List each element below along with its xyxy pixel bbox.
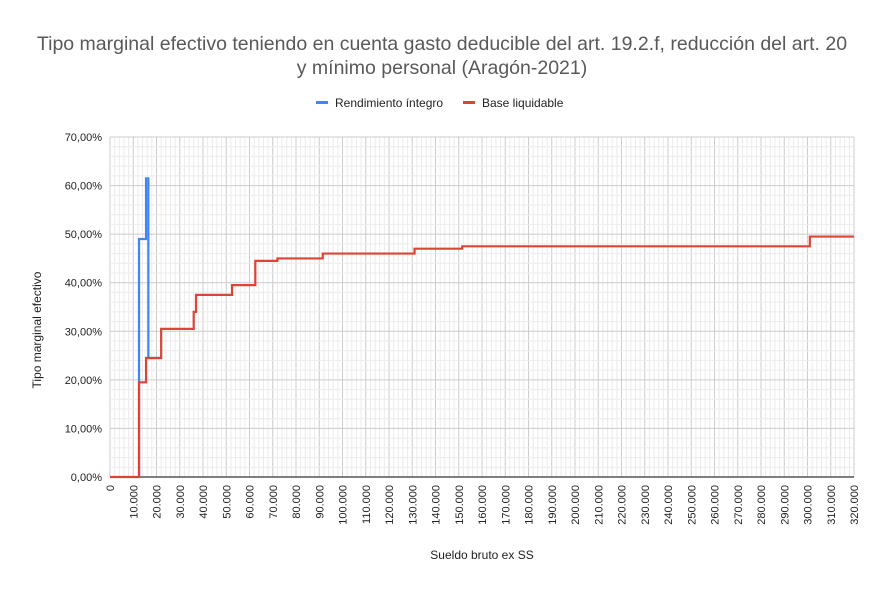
x-tick-label: 180.000 — [524, 485, 536, 525]
x-tick-label: 190.000 — [547, 485, 559, 525]
x-tick-label: 230.000 — [640, 485, 652, 525]
x-tick-label: 170.000 — [500, 485, 512, 525]
grid — [109, 136, 855, 478]
y-tick-label: 40,00% — [65, 278, 103, 290]
x-tick-label: 200.000 — [570, 485, 582, 525]
y-tick-label: 50,00% — [65, 229, 103, 241]
x-tick-label: 10.000 — [128, 485, 140, 519]
y-tick-label: 20,00% — [65, 375, 103, 387]
x-tick-label: 100.000 — [338, 485, 350, 525]
y-tick-label: 70,00% — [65, 132, 103, 144]
series-layer — [110, 177, 854, 479]
x-tick-label: 220.000 — [617, 485, 629, 525]
x-tick-label: 300.000 — [803, 485, 815, 525]
y-tick-label: 30,00% — [65, 326, 103, 338]
x-tick-label: 70.000 — [268, 485, 280, 519]
legend-swatch-base — [463, 101, 475, 104]
x-tick-label: 50.000 — [221, 485, 233, 519]
x-tick-label: 120.000 — [384, 485, 396, 525]
x-tick-label: 20.000 — [152, 485, 164, 519]
legend-label-base: Base liquidable — [482, 96, 564, 110]
x-axis-title: Sueldo bruto ex SS — [430, 548, 533, 562]
x-tick-label: 250.000 — [686, 485, 698, 525]
x-tick-label: 210.000 — [593, 485, 605, 525]
x-tick-label: 290.000 — [779, 485, 791, 525]
x-tick-label: 280.000 — [756, 485, 768, 525]
legend-swatch-rendimiento — [316, 101, 328, 104]
x-tick-label: 130.000 — [407, 485, 419, 525]
y-tick-label: 60,00% — [65, 181, 103, 193]
x-tick-label: 110.000 — [361, 485, 373, 524]
x-tick-label: 90.000 — [314, 485, 326, 519]
chart-title-line-1: Tipo marginal efectivo teniendo en cuent… — [36, 33, 848, 55]
x-tick-label: 320.000 — [849, 485, 861, 525]
axes: 0,00% 10,00% 20,00% 30,00% 40,00% 50,00% 60,00… — [65, 132, 861, 525]
x-tick-label: 150.000 — [454, 485, 466, 525]
x-tick-label: 310.000 — [826, 485, 838, 525]
x-tick-label: 40.000 — [198, 485, 210, 519]
x-tick-label: 80.000 — [291, 485, 303, 519]
x-tick-label: 270.000 — [733, 485, 745, 525]
chart-title-line-2: y mínimo personal (Aragón-2021) — [296, 57, 588, 79]
legend-label-rendimiento: Rendimiento íntegro — [335, 96, 443, 110]
y-tick-label: 10,00% — [65, 423, 103, 435]
x-tick-label: 140.000 — [431, 485, 443, 525]
series-line-base-liquidable — [110, 235, 854, 479]
x-tick-label: 30.000 — [175, 485, 187, 519]
x-tick-label: 0 — [105, 485, 117, 491]
y-tick-label: 0,00% — [71, 472, 102, 484]
x-tick-label: 240.000 — [663, 485, 675, 525]
y-axis-title: Tipo marginal efectivo — [30, 271, 44, 388]
x-tick-label: 160.000 — [477, 485, 489, 525]
x-tick-label: 60.000 — [245, 485, 257, 519]
legend: Rendimiento íntegro Base liquidable — [316, 96, 564, 110]
x-tick-label: 260.000 — [710, 485, 722, 525]
